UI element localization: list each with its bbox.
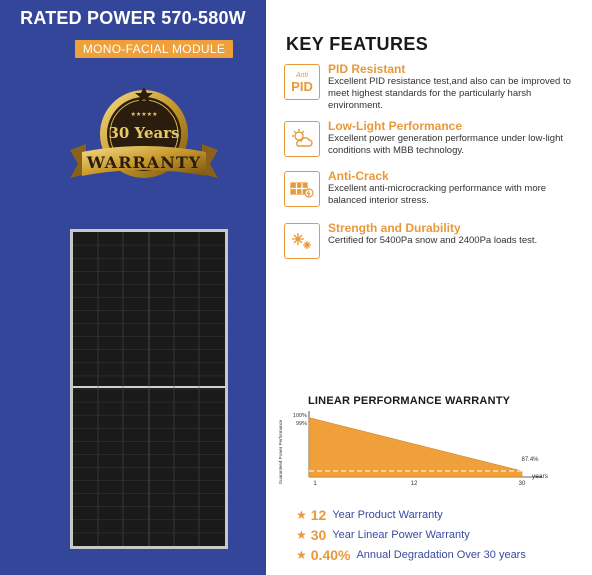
svg-text:★★★★★: ★★★★★: [131, 111, 158, 118]
pid-icon: Anti PID: [284, 64, 320, 100]
sun-cloud-icon: [284, 121, 320, 157]
y-axis-label: Guaranteed Power Performance: [278, 419, 283, 484]
warranty-bullets: ★ 12 Year Product Warranty ★ 30 Year Lin…: [296, 505, 586, 565]
x-tick-30: 30: [519, 481, 526, 487]
mono-facial-badge: MONO-FACIAL MODULE: [75, 40, 233, 58]
feature-desc: Excellent PID resistance test,and also c…: [328, 76, 571, 111]
bullet-product-warranty: ★ 12 Year Product Warranty: [296, 507, 443, 523]
bullet-degradation: ★ 0.40% Annual Degradation Over 30 years: [296, 547, 526, 563]
x-tick-12: 12: [411, 481, 418, 487]
rated-power-title: RATED POWER 570-580W: [20, 8, 246, 28]
key-features-title: KEY FEATURES: [286, 34, 429, 54]
warranty-area: [308, 417, 523, 478]
star-icon: ★: [296, 528, 307, 542]
feature-title: Anti-Crack: [328, 169, 389, 183]
warranty-seal: ★★★★★ 30 Years WARRANTY: [64, 82, 224, 212]
seal-warranty-text: WARRANTY: [86, 153, 201, 172]
star-icon: ★: [296, 508, 307, 522]
x-tick-1: 1: [313, 481, 317, 487]
x-axis-label: years: [532, 473, 549, 480]
solar-panel-image: [70, 229, 228, 549]
left-panel: RATED POWER 570-580W MONO-FACIAL MODULE …: [0, 0, 266, 575]
y-tick-100: 100%: [293, 413, 307, 419]
solar-panel-icon: [284, 171, 320, 207]
seal-years-text: 30 Years: [108, 124, 179, 142]
feature-title: Strength and Durability: [328, 221, 461, 235]
feature-desc: Excellent power generation performance u…: [328, 133, 563, 156]
end-value-label: 87.4%: [521, 457, 539, 463]
feature-title: PID Resistant: [328, 62, 406, 76]
y-tick-99: 99%: [296, 421, 307, 427]
chart-title: LINEAR PERFORMANCE WARRANTY: [308, 395, 511, 407]
feature-desc: Certified for 5400Pa snow and 2400Pa loa…: [328, 235, 538, 246]
star-icon: ★: [296, 548, 307, 562]
snowflake-icon: [284, 223, 320, 259]
feature-desc: Excellent anti-microcracking performance…: [328, 183, 547, 206]
warranty-chart: Guaranteed Power Performance 100% 99% 1 …: [278, 411, 549, 487]
right-panel: KEY FEATURES Anti PID PID Resistant Exce…: [266, 0, 592, 575]
bullet-linear-warranty: ★ 30 Year Linear Power Warranty: [296, 527, 470, 543]
feature-title: Low-Light Performance: [328, 119, 463, 133]
